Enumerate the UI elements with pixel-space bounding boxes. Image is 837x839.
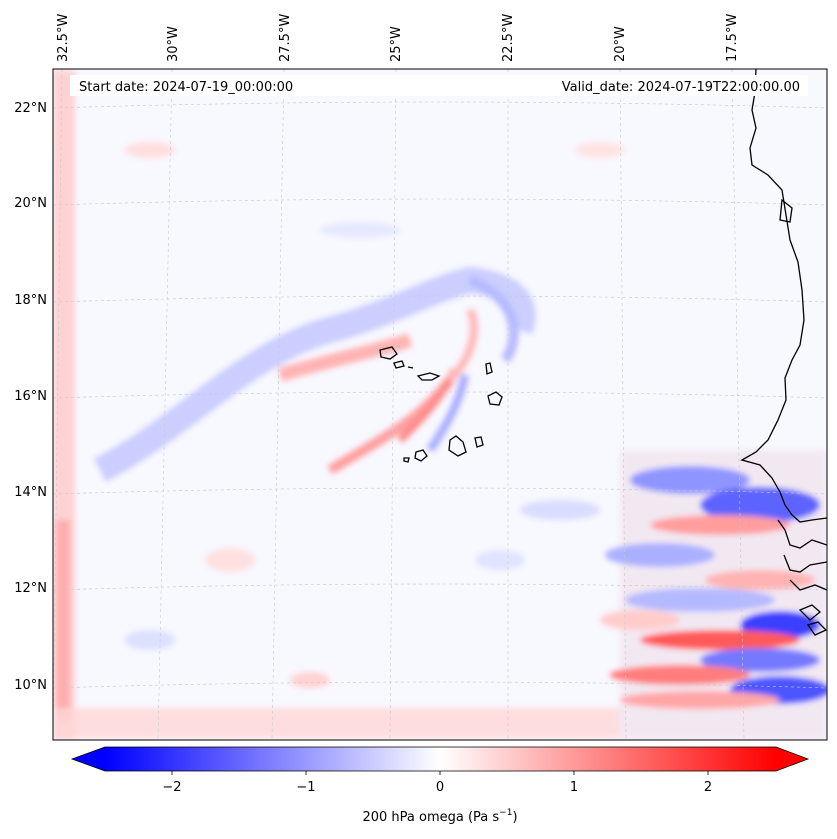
- lon-label-20w: 20°W: [613, 26, 628, 62]
- colorbar-extend-max: [776, 747, 808, 771]
- lon-label-22-5w: 22.5°W: [501, 14, 516, 62]
- colorbar-label: 200 hPa omega (Pa s−1): [362, 808, 517, 825]
- lat-label-20n: 20°N: [14, 196, 47, 211]
- colorbar-extend-min: [72, 747, 105, 771]
- colorbar-tick-label: 0: [436, 780, 444, 795]
- lat-label-18n: 18°N: [14, 293, 47, 308]
- island-brava: [403, 457, 410, 463]
- island-fogo: [414, 449, 428, 462]
- colorbar-label-exponent: −1: [499, 808, 512, 818]
- lat-label-22n: 22°N: [14, 101, 47, 116]
- gridlines: [53, 69, 827, 740]
- lat-label-16n: 16°N: [14, 389, 47, 404]
- lon-label-30w: 30°W: [166, 26, 181, 62]
- colorbar-body: [105, 747, 776, 771]
- island-maio: [474, 436, 484, 448]
- island-santo-antao: [379, 346, 398, 360]
- coastlines: [379, 69, 827, 636]
- lat-label-10n: 10°N: [14, 678, 47, 693]
- colorbar-label-close: ): [512, 810, 517, 825]
- longitude-labels: 32.5°W 30°W 27.5°W 25°W 22.5°W 20°W 17.5…: [56, 14, 740, 62]
- island-sao-vicente: [393, 360, 405, 369]
- omega-field: [53, 70, 827, 740]
- colorbar-tick-label: 1: [570, 780, 578, 795]
- island-santiago: [448, 435, 467, 457]
- latitude-labels: 22°N 20°N 18°N 16°N 14°N 12°N 10°N: [14, 101, 47, 693]
- colorbar-tick-label: −2: [162, 780, 181, 795]
- colorbar-ticks: [171, 771, 709, 775]
- island-boa-vista: [487, 391, 503, 406]
- african-coastline: [740, 69, 827, 523]
- lon-label-27-5w: 27.5°W: [278, 14, 293, 62]
- lat-label-14n: 14°N: [14, 485, 47, 500]
- lat-label-12n: 12°N: [14, 581, 47, 596]
- island-sal: [485, 362, 493, 375]
- colorbar-tick-label: −1: [296, 780, 315, 795]
- lon-label-32-5w: 32.5°W: [56, 14, 71, 62]
- lon-label-25w: 25°W: [389, 26, 404, 62]
- lon-label-17-5w: 17.5°W: [725, 14, 740, 62]
- colorbar-tick-label: 2: [704, 780, 712, 795]
- colorbar: −2 −1 0 1 2 200 hPa omega (Pa s−1): [70, 746, 810, 825]
- header-box: [70, 75, 808, 96]
- start-date-label: Start date: 2024-07-19_00:00:00: [79, 80, 293, 95]
- colorbar-outline: [70, 746, 810, 772]
- map-frame: [52, 68, 828, 741]
- valid-date-label: Valid_date: 2024-07-19T22:00:00.00: [562, 80, 800, 95]
- island-sao-nicolau: [416, 372, 441, 381]
- colorbar-label-main: 200 hPa omega (Pa s: [362, 810, 499, 825]
